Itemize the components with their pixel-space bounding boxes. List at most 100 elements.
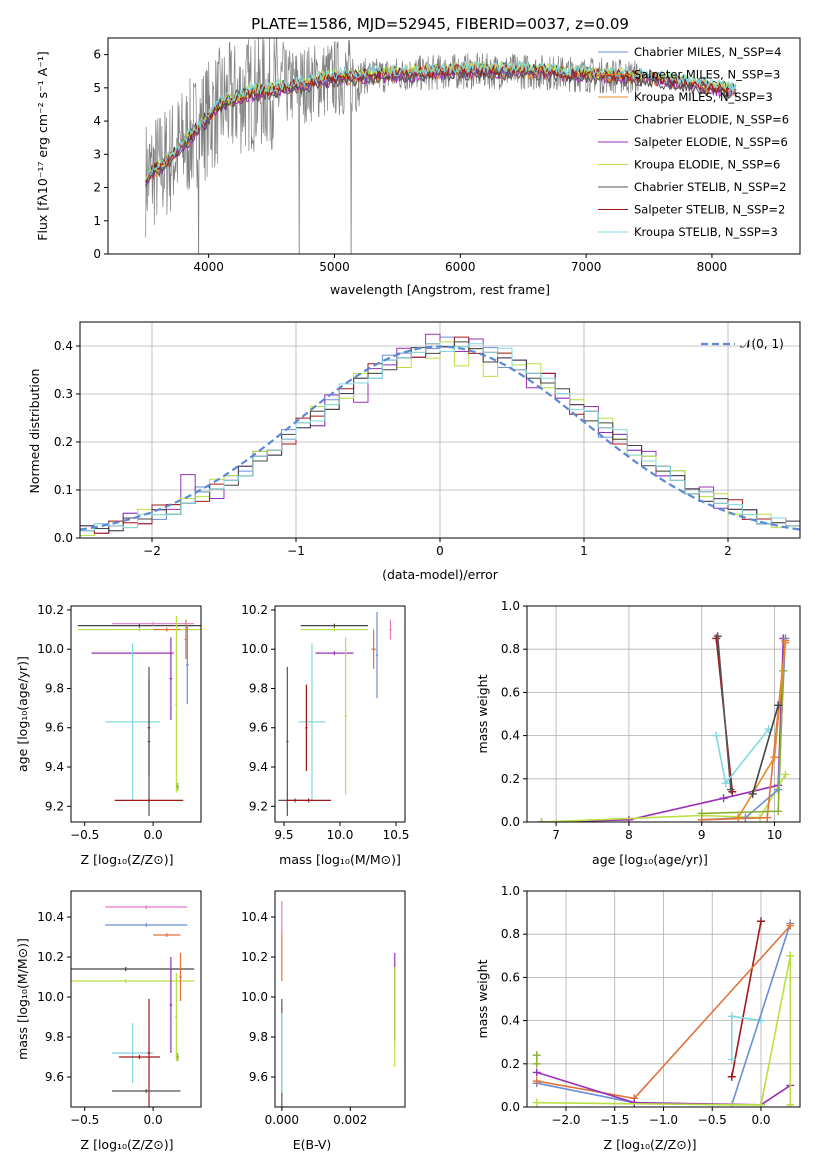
spectrum-marks (145, 38, 737, 254)
zage-xtick-label: −0.5 (70, 828, 99, 842)
residual-xtick-label: −2 (143, 544, 161, 558)
zweight-weight-marker (786, 1100, 795, 1107)
zweight-xtick-label: 0.0 (751, 1113, 770, 1127)
zweight-axes: −2.0 −1.5 −1.0 −0.5 0.0 0.0 0.2 0.4 0.6 0.8 1.0 (501, 884, 801, 1127)
spectrum-ytick-label: 1 (93, 214, 101, 228)
ageweight-weight-marker (697, 809, 706, 818)
ebv-ytick-label: 9.8 (249, 1030, 268, 1044)
zmass-errorbar (147, 999, 151, 1107)
zweight-weight-marker (532, 1059, 541, 1068)
zage-ytick-label: 9.8 (45, 681, 64, 695)
spectrum-xtick-label: 5000 (319, 260, 350, 274)
spectrum-legend-label: Kroupa ELODIE, N_SSP=6 (634, 158, 780, 172)
massage-errorbar (389, 619, 392, 640)
ebv-ytick-label: 9.6 (249, 1070, 268, 1084)
zmass-errorbar (179, 953, 182, 1001)
zweight-weight-marker (727, 1012, 736, 1021)
massage-errorbar (371, 629, 376, 669)
ageweight-weight-marker (713, 632, 722, 641)
zweight-xlabel: Z [log₁₀(Z/Z⊙)] (604, 1137, 697, 1152)
zweight-ytick-label: 0.6 (501, 970, 520, 984)
zmass-ytick-label: 9.6 (45, 1070, 64, 1084)
massage-errorbar (300, 623, 369, 628)
spectrum-xtick-label: 7000 (571, 260, 602, 274)
residual-ytick-label: 0.4 (54, 339, 73, 353)
zage-ytick-label: 10.0 (37, 642, 64, 656)
residual-normal-curve (80, 345, 800, 531)
massage-ytick-label: 10.2 (241, 603, 268, 617)
ageweight-frame (526, 605, 801, 823)
massage-errorbar (300, 627, 369, 632)
massage-errorbar (286, 798, 332, 803)
ageweight-xtick-label: 7 (552, 828, 560, 842)
spectrum-legend-label: Salpeter ELODIE, N_SSP=6 (634, 135, 788, 149)
zage-ytick-label: 9.6 (45, 721, 64, 735)
ageweight-weight-marker (781, 770, 790, 779)
massage-ytick-label: 10.0 (241, 642, 268, 656)
zweight-weight-marker (727, 1055, 736, 1064)
spectrum-legend: Chabrier MILES, N_SSP=4 Salpeter MILES, N… (598, 45, 789, 239)
spectrum-ytick-label: 2 (93, 181, 101, 195)
zmass-ylabel: mass [log₁₀(M/M⊙)] (15, 938, 30, 1060)
massage-errorbar (375, 611, 379, 699)
spectrum-xtick-label: 8000 (697, 260, 728, 274)
spectrum-ylabel: Flux [fλ10⁻¹⁷ erg cm⁻² s⁻¹ A⁻¹] (35, 51, 50, 240)
residual-xtick-label: 2 (724, 544, 732, 558)
zmass-axes: −0.5 0.0 9.6 9.8 10.0 10.2 10.4 (37, 890, 202, 1127)
ageweight-xtick-label: 10 (767, 828, 782, 842)
ageweight-axes: 7 8 9 10 0.0 0.2 0.4 0.6 0.8 1.0 (501, 599, 801, 842)
zweight-ytick-label: 0.0 (501, 1100, 520, 1114)
spectrum-legend-label: Salpeter MILES, N_SSP=3 (634, 68, 780, 82)
ageweight-weight-line (751, 705, 779, 795)
zmass-xtick-label: −0.5 (70, 1113, 99, 1127)
residual-ytick-label: 0.0 (54, 531, 73, 545)
ageweight-weight-marker (781, 638, 790, 647)
zweight-weight-marker (532, 1077, 541, 1086)
zweight-xtick-label: −1.5 (600, 1113, 629, 1127)
spectrum-legend-label: Chabrier ELODIE, N_SSP=6 (634, 113, 789, 127)
zweight-marks (532, 917, 795, 1107)
massage-errorbar (315, 651, 354, 656)
spectrum-ytick-label: 4 (93, 114, 101, 128)
massage-errorbar (344, 637, 347, 795)
spectrum-legend-label: Chabrier STELIB, N_SSP=2 (634, 180, 786, 194)
ageweight-weight-line (541, 774, 787, 822)
plot-layer: 4000 5000 6000 7000 8000 0 1 2 3 4 5 6 Chabrier MILE… (37, 37, 801, 1127)
ageweight-weight-marker (774, 807, 783, 816)
ebv-frame (274, 890, 406, 1108)
zage-errorbar (184, 619, 188, 660)
spectrum-model-line (145, 59, 737, 180)
zage-errorbar (185, 625, 189, 705)
massage-ytick-label: 9.2 (249, 799, 268, 813)
ageweight-weight-marker (774, 701, 783, 710)
spectrum-ytick-label: 6 (93, 48, 101, 62)
zweight-weight-line (536, 955, 792, 1106)
ageweight-weight-marker (537, 818, 546, 822)
massage-xlabel: mass [log₁₀(M/M⊙)] (279, 852, 401, 867)
zweight-weight-marker (532, 1068, 541, 1077)
residual-ytick-label: 0.3 (54, 387, 73, 401)
zmass-ytick-label: 10.4 (37, 910, 64, 924)
massage-errorbar (305, 684, 308, 771)
zmass-errorbar (153, 933, 181, 937)
figure-title: PLATE=1586, MJD=52945, FIBERID=0037, z=0… (251, 15, 629, 33)
ebv-ytick-label: 10.0 (241, 990, 268, 1004)
zweight-weight-marker (757, 1100, 765, 1107)
zage-axes: −0.5 0.0 9.2 9.4 9.6 9.8 10.0 10.2 (37, 603, 202, 842)
ageweight-marks (537, 632, 790, 822)
ageweight-xlabel: age [log₁₀(age/yr)] (592, 852, 708, 867)
zage-ylabel: age [log₁₀(age/yr)] (15, 656, 30, 772)
zmass-xlabel: Z [log₁₀(Z/Z⊙)] (81, 1137, 174, 1152)
massage-ytick-label: 9.8 (249, 681, 268, 695)
massage-errorbar (298, 643, 326, 801)
zweight-xtick-label: −1.0 (649, 1113, 678, 1127)
zmass-marks (71, 905, 195, 1107)
residual-marks (80, 333, 800, 536)
ageweight-ylabel: mass weight (475, 674, 490, 753)
spectrum-frame (107, 37, 801, 255)
zage-frame (70, 605, 202, 823)
ebv-ytick-label: 10.4 (241, 910, 268, 924)
ageweight-weight-marker (748, 789, 757, 798)
zweight-ylabel: mass weight (475, 959, 490, 1038)
spectrum-axes: 4000 5000 6000 7000 8000 0 1 2 3 4 5 6 (93, 37, 801, 274)
